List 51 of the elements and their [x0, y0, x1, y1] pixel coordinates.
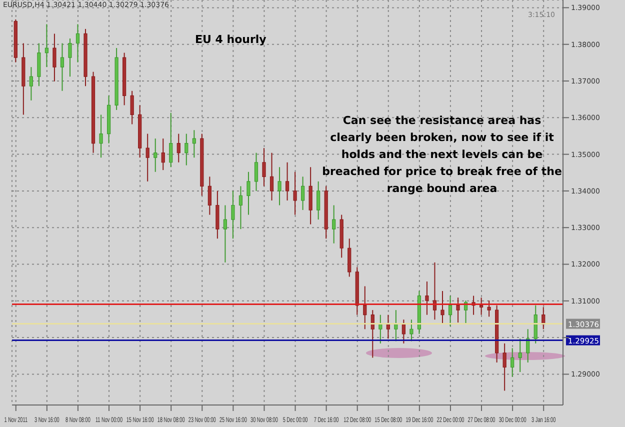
candlestick — [246, 171, 250, 216]
candlestick — [169, 112, 173, 168]
candlestick — [52, 33, 56, 82]
candlestick — [192, 130, 196, 158]
candlestick — [262, 148, 266, 187]
candlestick — [44, 24, 49, 68]
candlestick — [510, 348, 514, 378]
candlestick — [301, 176, 305, 211]
candlestick — [146, 133, 150, 182]
candlestick — [448, 295, 452, 327]
candlestick — [363, 286, 367, 330]
candlestick — [99, 114, 103, 158]
candlestick — [68, 38, 72, 78]
candlestick — [402, 319, 406, 344]
candlestick — [518, 338, 522, 373]
candlestick — [293, 171, 297, 216]
candlestick — [37, 42, 41, 87]
candlestick — [425, 280, 429, 316]
candlestick — [308, 166, 312, 225]
candlestick — [440, 290, 444, 325]
candlestick — [332, 204, 336, 244]
candlestick — [378, 314, 382, 344]
candlestick — [316, 180, 320, 220]
candlestick — [394, 310, 398, 342]
candlestick — [456, 297, 460, 324]
candlestick — [176, 133, 180, 163]
candlestick — [223, 204, 227, 263]
candlestick — [502, 342, 506, 392]
candlestick — [161, 138, 165, 171]
annotation: Can see the resistance area has clearly been broken, now to see if it holds and the next levels can be breached for price to break free of the range bound area — [322, 113, 562, 197]
candlestick — [348, 238, 352, 278]
candlestick — [410, 319, 414, 342]
candlestick — [270, 152, 274, 201]
candlestick — [60, 42, 64, 92]
candlestick — [29, 66, 33, 101]
candlestick — [216, 190, 220, 240]
candlestick — [480, 297, 484, 316]
candlestick — [534, 304, 538, 344]
candlestick — [130, 90, 134, 125]
candlestick — [231, 190, 235, 240]
candlestick — [238, 186, 243, 230]
candlestick — [254, 152, 258, 192]
candlestick — [154, 138, 158, 172]
candlestick — [386, 314, 390, 340]
candlestick — [184, 133, 188, 166]
candlestick — [76, 24, 80, 63]
candlestick — [278, 166, 282, 206]
candlestick — [208, 176, 212, 216]
candlestick — [285, 162, 290, 201]
text: EU 4 hourly — [195, 33, 266, 46]
candlestick — [487, 300, 491, 318]
